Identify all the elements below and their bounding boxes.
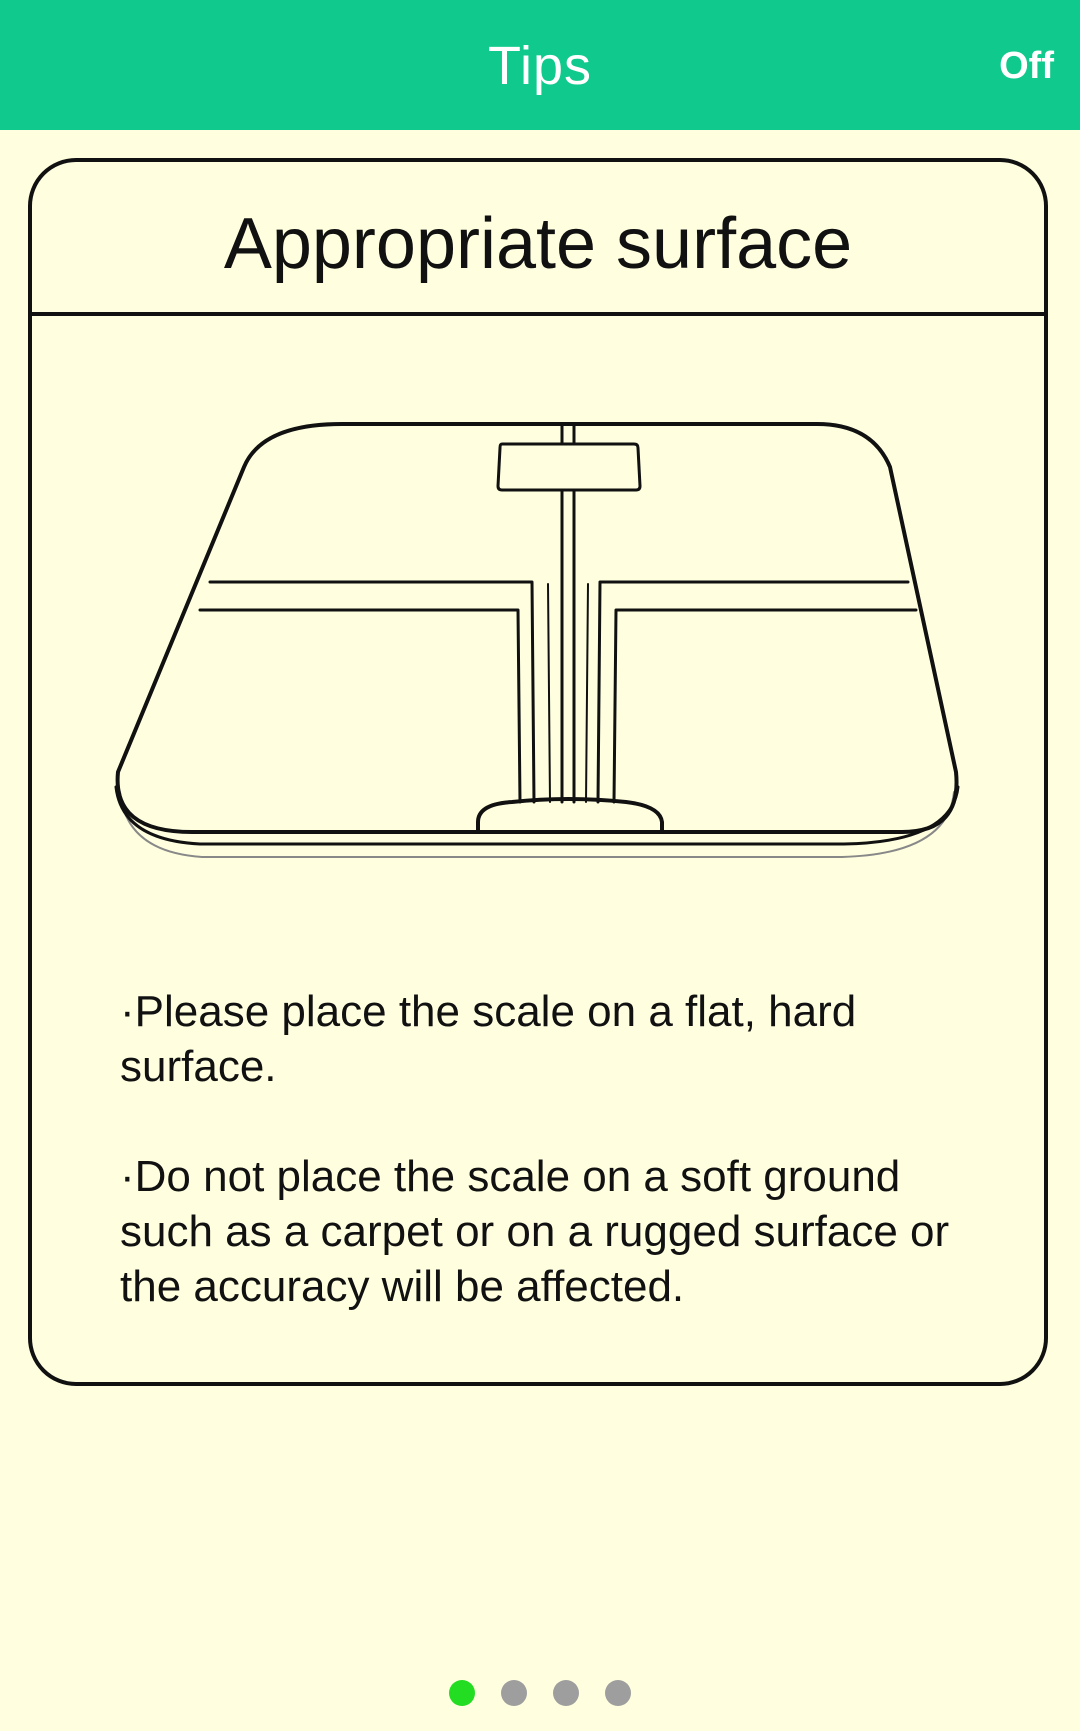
off-button[interactable]: Off xyxy=(999,45,1054,87)
tip-card: Appropriate surface ·Please place the sc… xyxy=(28,158,1048,1386)
page-indicator xyxy=(0,1680,1080,1706)
tip-item: ·Do not place the scale on a soft ground… xyxy=(120,1152,950,1311)
tip-title: Appropriate surface xyxy=(223,204,853,284)
tips-text: ·Please place the scale on a flat, hard … xyxy=(120,984,1000,1369)
divider xyxy=(32,312,1044,316)
page-dot-3[interactable] xyxy=(553,1680,579,1706)
tip-item: ·Please place the scale on a flat, hard … xyxy=(120,987,857,1091)
page-dot-4[interactable] xyxy=(605,1680,631,1706)
page-dot-2[interactable] xyxy=(501,1680,527,1706)
page-dot-1[interactable] xyxy=(449,1680,475,1706)
app-header: Tips Off xyxy=(0,0,1080,130)
bathroom-scale-icon xyxy=(114,422,960,858)
page-title: Tips xyxy=(487,36,592,96)
